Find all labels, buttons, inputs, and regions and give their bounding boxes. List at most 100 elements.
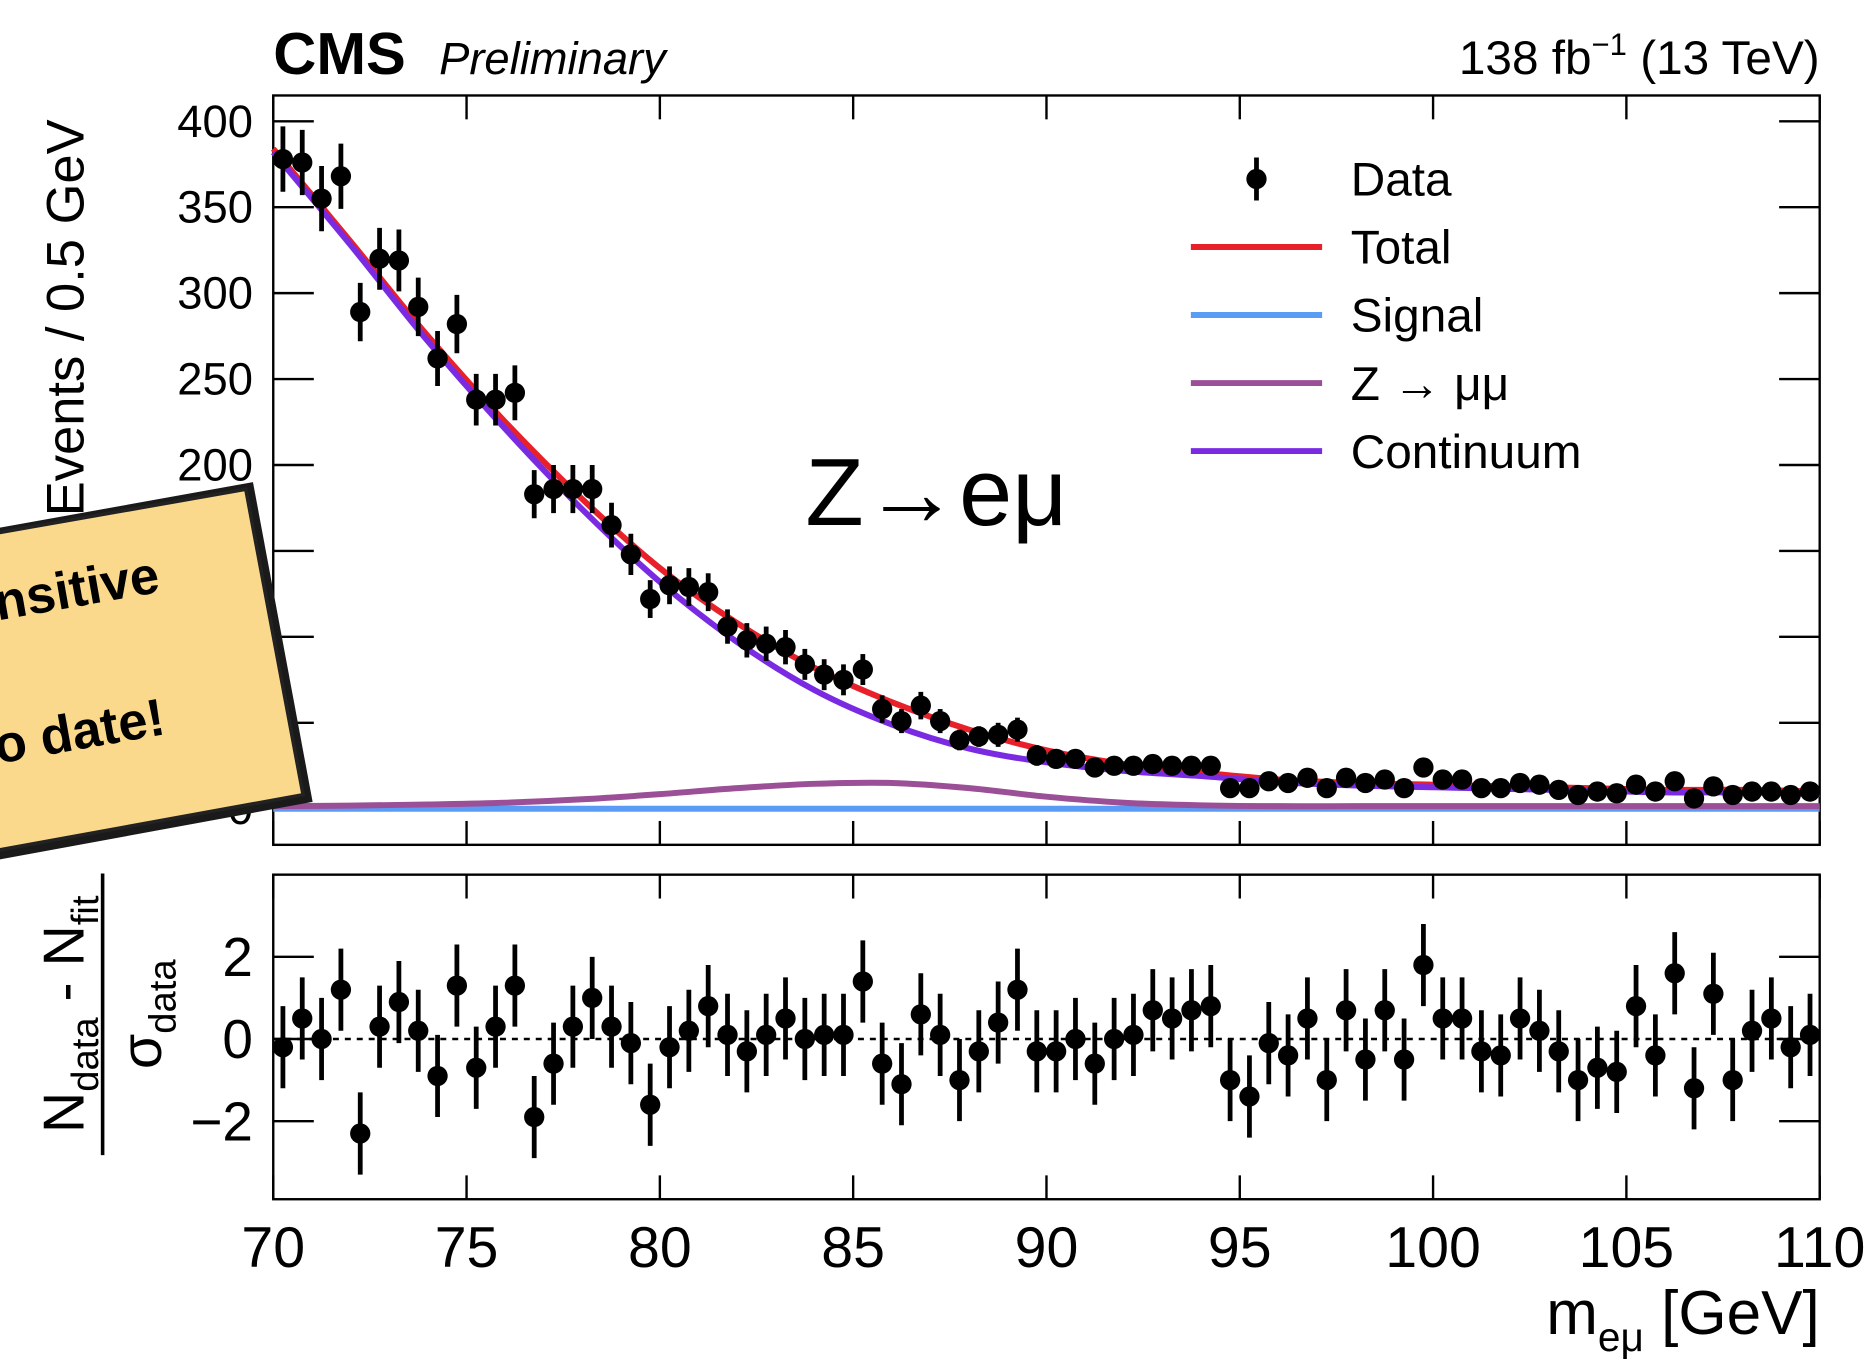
data-point xyxy=(736,1041,757,1062)
lumi-sup: −1 xyxy=(1592,27,1627,62)
data-point xyxy=(1277,772,1299,794)
data-point xyxy=(910,695,931,716)
data-point xyxy=(1432,769,1453,790)
data-point xyxy=(988,1012,1009,1033)
data-point xyxy=(949,1069,970,1091)
data-point xyxy=(1683,1078,1705,1099)
data-point xyxy=(1297,1008,1318,1029)
lumi-rest: (13 TeV) xyxy=(1627,32,1820,85)
data-point xyxy=(1606,783,1627,804)
x-tick-label: 70 xyxy=(241,1216,305,1280)
data-point xyxy=(1045,748,1067,770)
x-tick-label: 95 xyxy=(1208,1216,1272,1280)
data-point xyxy=(1258,771,1279,792)
data-point xyxy=(543,478,564,500)
y-tick-label: 300 xyxy=(177,268,253,319)
data-point xyxy=(872,698,893,720)
y-tick-label: 250 xyxy=(177,354,253,405)
xlabel-sub: eμ xyxy=(1598,1314,1644,1360)
data-point xyxy=(1219,777,1241,799)
data-point xyxy=(1645,1045,1666,1066)
data-point xyxy=(272,148,294,170)
data-point xyxy=(1219,1069,1241,1091)
data-point xyxy=(330,166,352,187)
y-tick-label: 400 xyxy=(177,96,253,147)
data-point xyxy=(930,1024,951,1046)
data-point xyxy=(1587,781,1608,802)
data-point xyxy=(1722,1069,1743,1091)
data-point xyxy=(1374,769,1395,790)
data-point xyxy=(1393,1049,1415,1070)
data-point xyxy=(717,1024,738,1046)
data-point xyxy=(659,575,680,596)
data-point xyxy=(388,991,410,1013)
data-point xyxy=(1393,777,1415,799)
data-point xyxy=(1239,1086,1260,1107)
data-point xyxy=(736,630,757,651)
data-point xyxy=(1548,1041,1569,1062)
data-point xyxy=(1200,755,1221,776)
data-point xyxy=(1683,788,1705,809)
data-point xyxy=(466,389,487,410)
data-point xyxy=(775,1008,796,1029)
data-point xyxy=(794,1028,815,1050)
xlabel-main: m xyxy=(1546,1279,1598,1348)
data-point xyxy=(292,152,313,173)
data-point xyxy=(1664,963,1685,984)
data-point xyxy=(466,1057,487,1078)
data-point xyxy=(1374,1000,1395,1021)
data-point xyxy=(601,515,622,536)
data-point xyxy=(1142,753,1163,775)
fit-curve xyxy=(273,779,1820,810)
data-point xyxy=(1355,1049,1376,1070)
data-point xyxy=(1451,769,1473,790)
data-point xyxy=(1780,784,1801,806)
data-point xyxy=(1123,755,1144,776)
data-point xyxy=(1142,1000,1163,1021)
data-point xyxy=(1490,1045,1511,1066)
data-point xyxy=(1703,983,1724,1004)
data-point xyxy=(620,544,642,565)
data-point xyxy=(524,1106,545,1128)
data-point xyxy=(408,296,429,318)
data-point xyxy=(1722,784,1743,806)
data-point xyxy=(1316,1069,1337,1091)
data-point xyxy=(620,1032,642,1054)
data-point xyxy=(1239,777,1260,799)
data-point xyxy=(408,1020,429,1041)
data-point xyxy=(640,588,661,610)
x-axis-title: meμ [GeV] xyxy=(1546,1279,1819,1360)
data-point xyxy=(678,1020,699,1041)
data-point xyxy=(388,250,410,271)
data-point xyxy=(1181,755,1202,776)
data-point xyxy=(582,987,603,1009)
data-point xyxy=(1181,1000,1202,1021)
residual-numerator: Ndata - Nfit xyxy=(33,895,107,1133)
x-tick-label: 80 xyxy=(628,1216,692,1280)
data-point xyxy=(369,1016,390,1037)
lumi-main: 138 fb xyxy=(1459,32,1592,85)
data-point xyxy=(1471,1041,1492,1062)
data-point xyxy=(1741,1020,1763,1041)
y-axis-title: Events / 0.5 GeV xyxy=(37,119,96,516)
data-point xyxy=(1799,781,1821,802)
legend-label: Continuum xyxy=(1351,426,1582,479)
y-tick-label: 0 xyxy=(222,1008,253,1070)
data-point xyxy=(1799,1024,1821,1046)
data-point xyxy=(350,301,371,323)
data-point xyxy=(504,975,526,996)
data-point xyxy=(1297,767,1318,788)
data-point xyxy=(1065,748,1086,770)
data-point xyxy=(891,710,912,732)
data-point xyxy=(562,478,584,500)
data-point xyxy=(698,582,719,603)
data-point xyxy=(369,248,390,269)
data-point xyxy=(562,1016,584,1037)
note-paper xyxy=(0,487,306,852)
plot-frame xyxy=(272,873,1821,1201)
data-point xyxy=(1026,1041,1047,1062)
data-point xyxy=(1703,776,1724,797)
data-point xyxy=(1625,774,1647,795)
data-point xyxy=(1084,757,1105,778)
residual-y-title: Ndata - Nfit σdata xyxy=(33,873,184,1156)
